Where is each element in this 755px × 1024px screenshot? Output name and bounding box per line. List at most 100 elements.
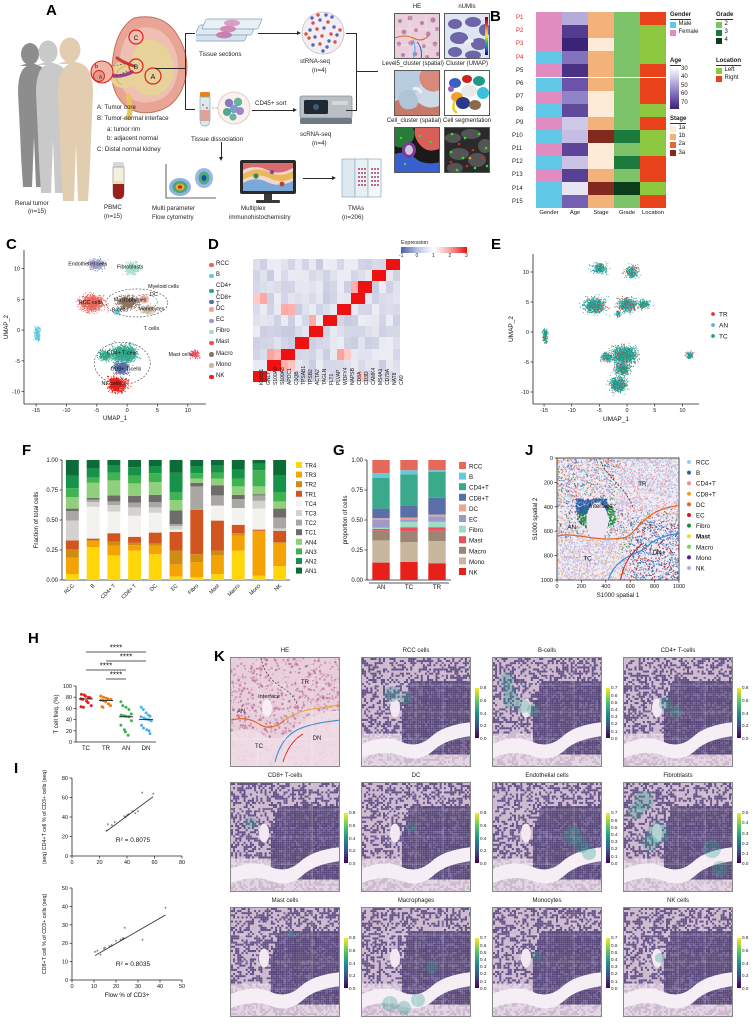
region-legend-label: AN <box>719 323 728 330</box>
colorbar-tick: 0.2 <box>611 721 617 726</box>
panel-k-label: K <box>214 648 225 665</box>
expression-cell <box>358 292 365 304</box>
colorbar-tick: 0 <box>416 253 419 259</box>
colorbar-tick: 0.6 <box>742 698 748 703</box>
stacked-segment <box>372 520 390 528</box>
series-legend-label: B <box>469 474 473 481</box>
umap-annotation: Macrophages <box>114 298 147 304</box>
pbmc-n: (n=15) <box>104 213 122 220</box>
expression-cell <box>295 348 302 360</box>
legend-label: Left <box>725 67 735 75</box>
umap-annotation: RCC cells <box>79 300 103 306</box>
colorbar-tick: 0.4 <box>742 820 748 825</box>
mihc-label-2: immunohistochemistry <box>229 214 291 221</box>
legend-swatch <box>670 125 676 132</box>
stacked-segment <box>428 521 446 528</box>
expression-cell <box>330 326 337 338</box>
mihc-monitor-icon <box>240 160 296 203</box>
legend-label: Right <box>725 75 739 83</box>
stacked-segment <box>428 516 446 522</box>
celltype-legend-row: Fibro <box>209 328 230 336</box>
expression-cell <box>372 292 379 304</box>
data-point: * <box>104 947 107 953</box>
colorbar-tick: 0.6 <box>611 943 617 948</box>
brace-right <box>356 33 357 111</box>
expression-cell <box>344 371 351 383</box>
colorbar-tick: 0.7 <box>611 935 617 940</box>
celltype-label: CD8+ T <box>216 295 232 310</box>
cd45-sort-label: CD45+ sort <box>255 100 286 107</box>
expression-cell <box>274 303 281 315</box>
stacked-segment <box>273 460 287 475</box>
patient-cell <box>536 169 562 183</box>
patient-cell <box>588 38 614 52</box>
expression-cell <box>365 359 372 371</box>
legend-label: 2a <box>679 141 686 149</box>
expression-cell <box>267 337 274 349</box>
expression-cell <box>351 292 358 304</box>
expression-cell <box>316 359 323 371</box>
data-point <box>148 732 152 736</box>
stacked-segment <box>148 494 162 502</box>
bar-category-label: B <box>90 583 97 590</box>
subject-n: (n=15) <box>28 208 46 215</box>
colorbar-tick: 0.5 <box>611 825 617 830</box>
patient-cell <box>614 143 640 157</box>
tile-title: Mast cells <box>230 898 340 904</box>
gene-label: WDFY4 <box>343 368 349 386</box>
expression-cell <box>302 326 309 338</box>
patient-cell <box>536 116 562 130</box>
expression-cell <box>309 337 316 349</box>
legend-row: 1b <box>670 133 685 141</box>
celltype-dot <box>209 299 214 305</box>
tile-title: CD8+ T-cells <box>230 773 340 779</box>
patient-cell <box>614 77 640 91</box>
panel-h: H 0 20 40 60 80 100 T cell freq. (%) TC TR AN DN **… <box>28 630 208 760</box>
stacked-segment <box>65 488 79 498</box>
data-point: * <box>99 954 102 960</box>
data-point <box>99 694 103 698</box>
panel-d-label: D <box>208 236 219 253</box>
expression-cell <box>302 315 309 327</box>
stacked-segment <box>128 467 141 476</box>
stacked-segment <box>428 470 446 472</box>
expression-cell <box>393 292 400 304</box>
gene-label: NAT8 <box>392 373 398 385</box>
expression-cell <box>358 259 365 271</box>
expression-cell <box>274 371 281 383</box>
data-point <box>107 702 110 706</box>
celltype-dot <box>209 329 214 335</box>
colorbar-tick: 0.8 <box>349 935 355 940</box>
expression-cell <box>274 359 281 371</box>
stacked-segment <box>128 545 141 551</box>
celltype-label: EC <box>216 317 224 325</box>
legend-row: 2 <box>716 21 728 29</box>
expression-cell <box>267 303 274 315</box>
expression-cell <box>344 303 351 315</box>
stacked-segment <box>148 512 162 533</box>
viridis-colorbar <box>475 937 479 989</box>
expression-cell <box>351 303 358 315</box>
patient-cell <box>640 116 666 130</box>
tile-title: NK cells <box>623 898 733 904</box>
legend-swatch <box>716 67 722 74</box>
bar-category-label: RCC <box>63 583 76 596</box>
data-point <box>106 697 110 701</box>
expression-cell <box>365 326 372 338</box>
patient-row-label: P12 <box>512 159 523 165</box>
expression-cell <box>253 303 260 315</box>
tile-title: HE <box>230 648 340 654</box>
patient-cell <box>640 51 666 65</box>
stacked-segment <box>252 494 266 496</box>
viridis-colorbar <box>475 812 479 864</box>
stacked-segment <box>190 482 204 487</box>
patient-row-label: P2 <box>516 28 523 34</box>
thumb-title-cell-seg: Cell segmentation <box>442 118 492 124</box>
expression-cell <box>309 315 316 327</box>
patient-cell <box>640 195 666 209</box>
panel-j-label: J <box>525 442 533 459</box>
stacked-segment <box>252 508 266 530</box>
stacked-segment <box>190 554 204 562</box>
expression-cell <box>260 292 267 304</box>
